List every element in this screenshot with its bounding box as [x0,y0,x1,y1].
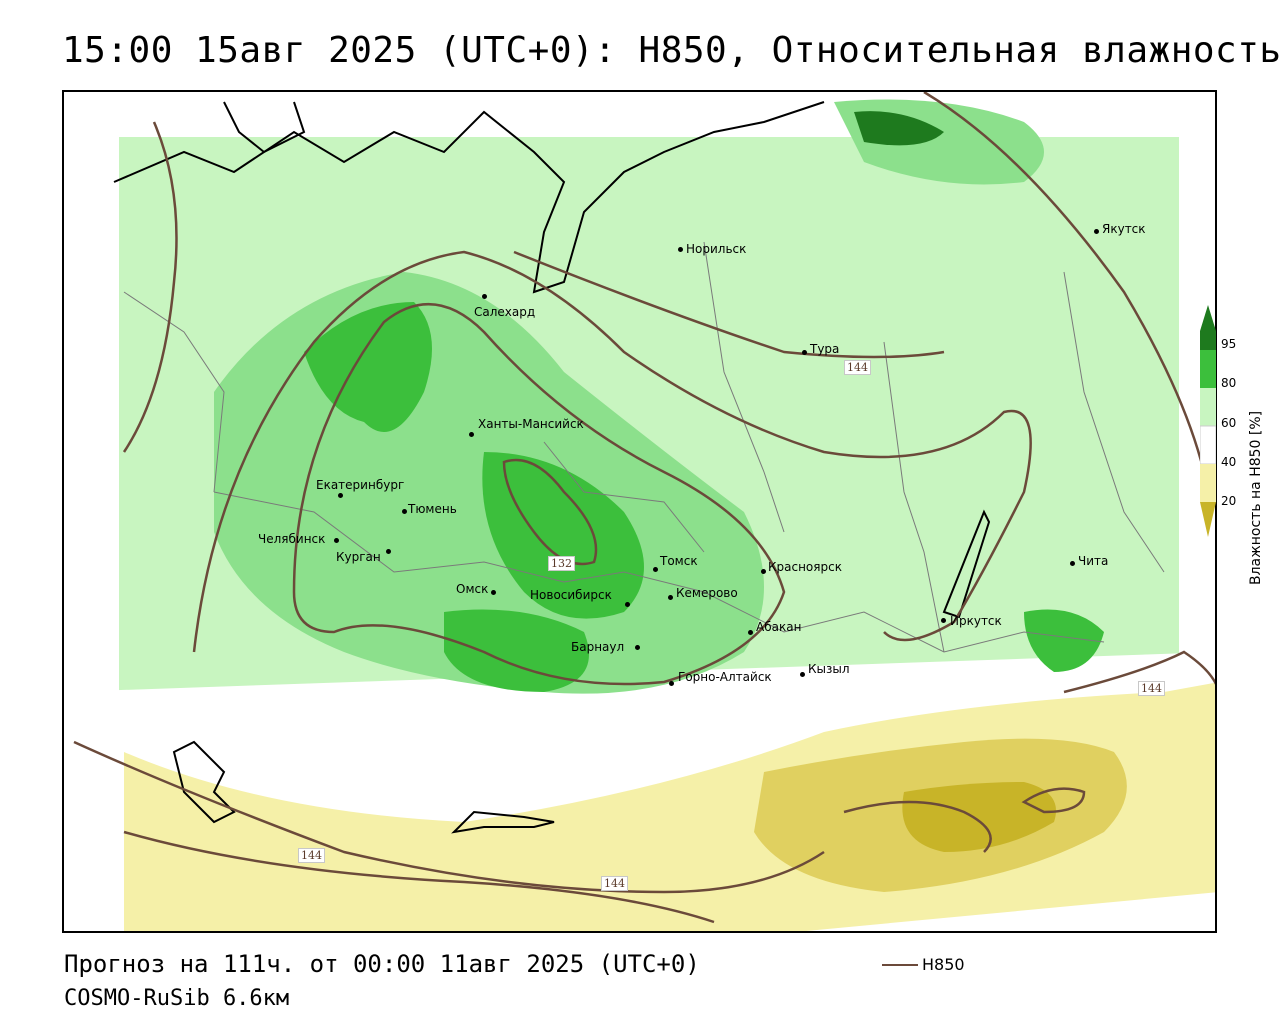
city-label: Тюмень [408,502,457,516]
city-dot [668,595,673,600]
city-dot [678,247,683,252]
lake-baikal [942,509,991,619]
city-dot [469,432,474,437]
city-label: Иркутск [950,614,1002,628]
city-label: Ханты-Мансийск [478,417,584,431]
humidity-colorbar [1200,305,1216,537]
humidity-core-east [1024,609,1104,672]
city-dot [1070,561,1075,566]
city-label: Курган [336,550,381,564]
isoline-legend-swatch [882,963,918,966]
city-dot [669,681,674,686]
colorbar-tick: 95 [1221,337,1237,351]
city-dot [482,294,487,299]
isoline-legend: H850 [882,955,965,974]
city-dot [491,590,496,595]
lake-balkhash [451,810,555,834]
city-dot [334,538,339,543]
city-label: Норильск [686,242,747,256]
forecast-map: Норильск Якутск Салехард Тура Ханты-Манс… [62,90,1217,933]
city-label: Салехард [474,305,536,319]
city-label: Кемерово [676,586,738,600]
model-name: COSMO-RuSib 6.6км [64,986,290,1011]
city-label: Новосибирск [530,588,612,602]
city-label: Кызыл [808,662,850,676]
forecast-info: Прогноз на 111ч. от 00:00 11авг 2025 (UT… [64,950,700,978]
map-title: 15:00 15авг 2025 (UTC+0): H850, Относите… [62,30,1280,71]
city-label: Томск [660,554,698,568]
humidity-core-moist-2 [482,452,644,619]
city-dot [761,569,766,574]
map-canvas [64,92,1215,931]
city-label: Челябинск [258,532,326,546]
city-dot [802,350,807,355]
city-label: Абакан [756,620,802,634]
city-dot [653,567,658,572]
city-dot [386,549,391,554]
city-label: Горно-Алтайск [678,670,772,684]
colorbar-tick: 20 [1221,494,1237,508]
lake-outline [172,740,236,824]
city-dot [625,602,630,607]
city-label: Барнаул [571,640,625,654]
humidity-core-north [854,111,944,146]
contour-label: 144 [601,876,628,891]
humidity-core-dry [902,782,1056,852]
city-dot [338,493,343,498]
contour-label: 132 [548,556,575,571]
city-dot [941,618,946,623]
colorbar-tick: 40 [1221,455,1237,469]
colorbar-tick: 80 [1221,376,1237,390]
contour-label: 144 [844,360,871,375]
city-label: Красноярск [768,560,842,574]
contour-label: 144 [1138,681,1165,696]
colorbar-tick: 60 [1221,416,1237,430]
coastline-yamal [223,101,306,154]
contour-label: 144 [298,848,325,863]
city-dot [635,645,640,650]
city-label: Екатеринбург [316,478,405,492]
city-label: Якутск [1102,222,1146,236]
colorbar-title: Влажность на H850 [%] [1248,410,1264,585]
humidity-core-moist-3 [444,609,589,692]
city-dot [402,509,407,514]
city-label: Чита [1078,554,1109,568]
city-dot [1094,229,1099,234]
h850-isolines [73,92,1215,924]
coastline [113,101,825,294]
isoline-legend-label: H850 [922,955,965,974]
city-dot [748,630,753,635]
city-dot [800,672,805,677]
city-label: Омск [456,582,489,596]
city-label: Тура [810,342,840,356]
